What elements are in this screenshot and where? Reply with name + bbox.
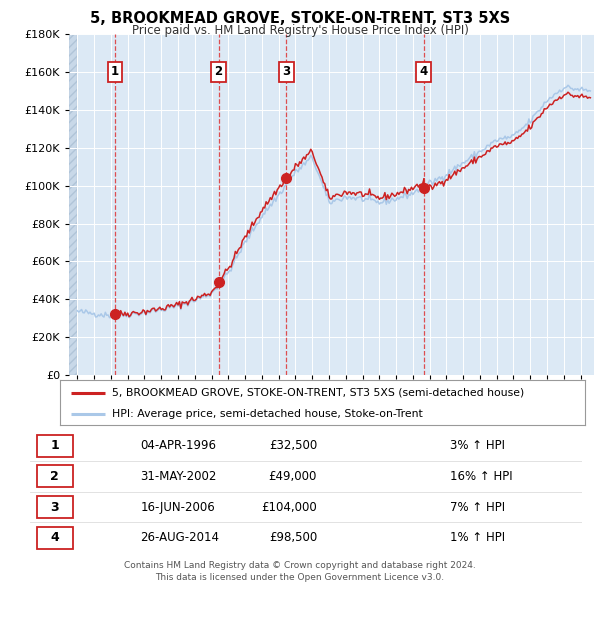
Text: 1% ↑ HPI: 1% ↑ HPI [449, 531, 505, 544]
Text: £32,500: £32,500 [269, 439, 317, 452]
Text: 2: 2 [215, 66, 223, 79]
Text: 26-AUG-2014: 26-AUG-2014 [140, 531, 220, 544]
Text: 4: 4 [50, 531, 59, 544]
Text: 1: 1 [50, 439, 59, 452]
Text: 1: 1 [111, 66, 119, 79]
Text: 5, BROOKMEAD GROVE, STOKE-ON-TRENT, ST3 5XS (semi-detached house): 5, BROOKMEAD GROVE, STOKE-ON-TRENT, ST3 … [113, 388, 525, 397]
Bar [69, 34, 77, 375]
Text: HPI: Average price, semi-detached house, Stoke-on-Trent: HPI: Average price, semi-detached house,… [113, 409, 423, 419]
Text: £98,500: £98,500 [269, 531, 317, 544]
Text: This data is licensed under the Open Government Licence v3.0.: This data is licensed under the Open Gov… [155, 574, 445, 583]
Text: £104,000: £104,000 [261, 500, 317, 513]
Text: 31-MAY-2002: 31-MAY-2002 [140, 470, 217, 483]
Text: 5, BROOKMEAD GROVE, STOKE-ON-TRENT, ST3 5XS: 5, BROOKMEAD GROVE, STOKE-ON-TRENT, ST3 … [90, 11, 510, 26]
FancyBboxPatch shape [37, 465, 73, 487]
Bar [69, 34, 77, 375]
Text: 4: 4 [419, 66, 428, 79]
Text: 3% ↑ HPI: 3% ↑ HPI [449, 439, 505, 452]
Text: Contains HM Land Registry data © Crown copyright and database right 2024.: Contains HM Land Registry data © Crown c… [124, 561, 476, 570]
FancyBboxPatch shape [37, 496, 73, 518]
Text: 2: 2 [50, 470, 59, 483]
Text: 3: 3 [283, 66, 290, 79]
Text: 04-APR-1996: 04-APR-1996 [140, 439, 217, 452]
FancyBboxPatch shape [37, 526, 73, 549]
Text: £49,000: £49,000 [269, 470, 317, 483]
Text: 7% ↑ HPI: 7% ↑ HPI [449, 500, 505, 513]
Text: 16-JUN-2006: 16-JUN-2006 [140, 500, 215, 513]
Text: 3: 3 [50, 500, 59, 513]
FancyBboxPatch shape [37, 435, 73, 457]
Text: 16% ↑ HPI: 16% ↑ HPI [449, 470, 512, 483]
Text: Price paid vs. HM Land Registry's House Price Index (HPI): Price paid vs. HM Land Registry's House … [131, 24, 469, 37]
